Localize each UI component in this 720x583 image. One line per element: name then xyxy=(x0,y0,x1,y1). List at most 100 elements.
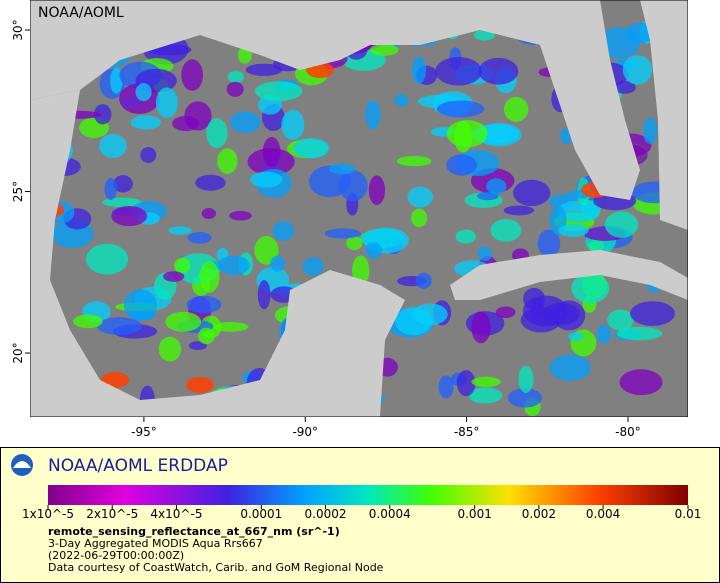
data-patch xyxy=(130,115,162,130)
data-patch xyxy=(270,255,286,272)
colorbar-tick-label: 4x10^-5 xyxy=(150,507,202,521)
data-patch xyxy=(530,297,545,322)
data-patch xyxy=(630,301,676,326)
data-patch xyxy=(471,311,491,344)
axes: -95° -90° -85° -80° 20° 25° 30° xyxy=(11,19,641,439)
data-patch xyxy=(174,257,191,274)
time: (2022-06-29T00:00:00Z) xyxy=(48,549,184,562)
data-patch xyxy=(186,295,222,314)
data-patch xyxy=(212,321,249,332)
data-patch xyxy=(226,81,244,97)
data-patch xyxy=(217,148,238,174)
data-patch xyxy=(412,303,448,326)
data-patch xyxy=(549,354,591,381)
data-patch xyxy=(254,81,303,102)
legend-title: NOAA/AOML ERDDAP xyxy=(48,456,228,476)
data-patch xyxy=(201,208,216,220)
map: NOAA/AOML xyxy=(30,0,688,417)
colorbar-tick-label: 1x10^-5 xyxy=(22,507,74,521)
data-patch xyxy=(518,365,534,394)
legend-box xyxy=(0,447,720,583)
data-patch xyxy=(438,375,454,399)
colorbar-tick-label: 0.0004 xyxy=(369,507,411,521)
data-patch xyxy=(365,241,383,259)
land xyxy=(640,0,688,230)
data-patch xyxy=(411,56,427,84)
data-patch xyxy=(507,388,543,408)
data-patch xyxy=(168,226,192,235)
data-patch xyxy=(352,255,370,286)
data-patch xyxy=(365,100,381,130)
data-patch xyxy=(616,326,663,341)
data-patch xyxy=(568,332,584,341)
data-patch xyxy=(613,80,636,94)
data-patch xyxy=(181,59,204,91)
data-patch xyxy=(257,279,271,310)
data-patch xyxy=(281,109,305,140)
land xyxy=(450,250,688,300)
data-patch xyxy=(249,171,283,188)
map-label: NOAA/AOML xyxy=(38,5,124,21)
data-patch xyxy=(571,273,610,304)
data-patch xyxy=(229,210,252,221)
data-patch xyxy=(346,236,363,251)
data-patch xyxy=(436,100,485,118)
data-patch xyxy=(503,205,535,216)
data-patch xyxy=(195,174,226,191)
data-patch xyxy=(522,295,568,327)
dataset: 3-Day Aggregated MODIS Aqua Rrs667 xyxy=(48,537,263,550)
data-patch xyxy=(604,211,639,238)
data-patch xyxy=(229,111,261,134)
data-patch xyxy=(477,246,493,262)
data-patch xyxy=(607,309,634,331)
data-patch xyxy=(396,156,432,167)
data-patch xyxy=(111,206,148,227)
y-tick-label: 20° xyxy=(11,342,25,363)
data-patch xyxy=(93,104,112,125)
data-patch xyxy=(85,243,129,275)
data-patch xyxy=(206,118,228,148)
data-patch xyxy=(471,376,501,388)
data-patch xyxy=(99,133,127,159)
data-patch xyxy=(446,120,488,148)
data-patch xyxy=(537,229,561,258)
x-tick-label: -85° xyxy=(454,425,480,439)
y-tick-label: 30° xyxy=(11,19,25,40)
data-patch xyxy=(446,154,478,176)
colorbar-tick-label: 0.0002 xyxy=(305,507,347,521)
colorbar xyxy=(48,485,688,505)
data-patch xyxy=(596,324,612,344)
credit: Data courtesy of CoastWatch, Carib. and … xyxy=(48,561,384,574)
x-tick-label: -95° xyxy=(131,425,157,439)
data-patch xyxy=(513,179,551,207)
data-patch xyxy=(558,224,589,237)
data-patch xyxy=(172,115,200,132)
data-patch xyxy=(411,208,428,228)
y-tick-label: 25° xyxy=(11,181,25,202)
data-patch xyxy=(131,311,157,320)
data-patch xyxy=(625,22,653,44)
data-patch xyxy=(503,96,529,122)
colorbar-tick-label: 0.01 xyxy=(675,507,702,521)
data-patch xyxy=(324,228,362,239)
data-patch xyxy=(165,311,202,332)
data-patch xyxy=(328,163,356,175)
data-patch xyxy=(163,271,185,282)
land xyxy=(30,0,640,200)
data-patch xyxy=(435,57,483,86)
data-patch xyxy=(227,70,244,84)
data-patch xyxy=(407,186,434,208)
data-patch xyxy=(73,314,103,329)
data-patch xyxy=(188,341,207,351)
colorbar-tick-label: 0.004 xyxy=(586,507,620,521)
data-patch xyxy=(622,55,653,85)
colorbar-tick-label: 2x10^-5 xyxy=(86,507,138,521)
noaa-logo-bird xyxy=(13,461,31,468)
data-patch xyxy=(490,219,522,242)
data-patch xyxy=(643,117,658,145)
data-patch xyxy=(197,327,215,345)
x-tick-label: -90° xyxy=(292,425,318,439)
colorbar-tick-label: 0.002 xyxy=(522,507,556,521)
data-patch xyxy=(415,272,432,290)
